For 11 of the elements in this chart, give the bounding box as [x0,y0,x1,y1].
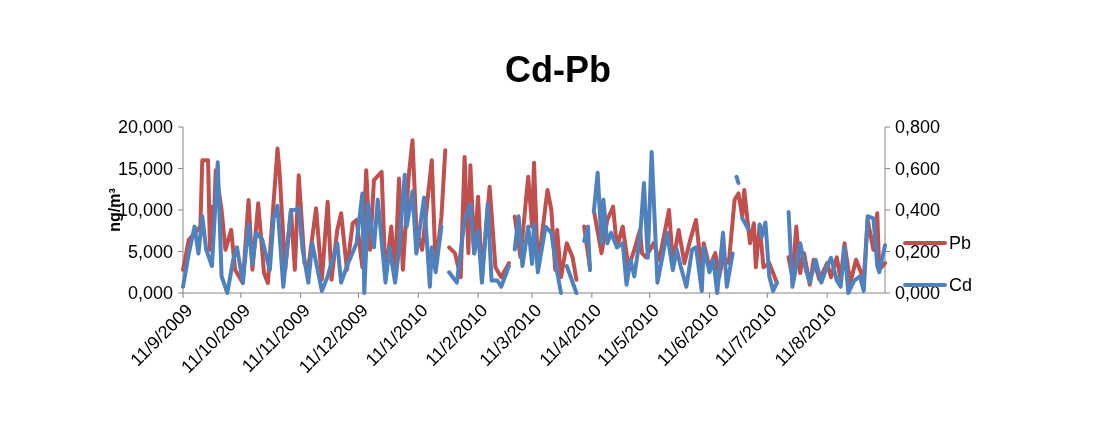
y-tick-label: 5,000 [127,241,173,262]
y-tick-label: 15,000 [117,158,173,179]
legend-label: Pb [949,233,972,254]
y2-tick-label: 0,200 [895,241,941,262]
y-tick-label: 0,000 [127,283,173,304]
y2-tick-label: 0,800 [895,117,941,138]
y-tick-label: 20,000 [117,117,173,138]
chart-title: Cd-Pb [505,49,611,90]
y2-tick-label: 0,400 [895,200,941,221]
legend-label: Cd [949,275,973,296]
y2-tick-label: 0,600 [895,158,941,179]
